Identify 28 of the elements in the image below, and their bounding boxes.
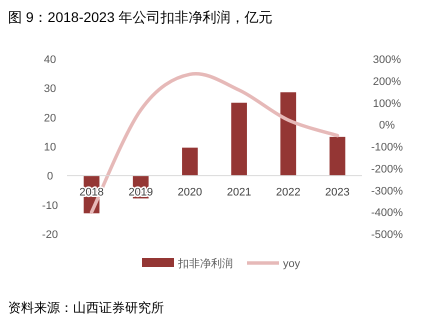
chart-title: 图 9：2018-2023 年公司扣非净利润，亿元 <box>8 9 273 25</box>
legend-label: 扣非净利润 <box>177 257 233 270</box>
y-tick-label: 30 <box>44 83 56 96</box>
x-tick-label: 2020 <box>178 186 202 199</box>
y2-tick-label: 200% <box>372 76 402 88</box>
x-tick-label: 2022 <box>276 186 300 199</box>
y-tick-label: 0 <box>46 170 54 183</box>
y2-tick-label: -200% <box>371 163 404 176</box>
x-tick-label: 2021 <box>226 186 252 199</box>
text: 资料来源：山西证券研究所 <box>8 300 164 315</box>
bar <box>280 92 296 176</box>
y-tick-label: 20 <box>44 112 56 124</box>
y2-tick-label: -400% <box>371 207 404 220</box>
y2-tick-label: -300% <box>371 185 404 198</box>
y-tick-label: 40 <box>44 54 56 66</box>
y2-tick-label: 100% <box>372 98 402 110</box>
y2-tick-label: -100% <box>371 142 404 154</box>
legend-label: yoy <box>283 258 301 270</box>
bar <box>231 102 247 176</box>
y-tick-label: -20 <box>42 229 58 241</box>
y2-tick-label: 0% <box>379 120 396 132</box>
x-tick-label: 2023 <box>325 186 350 199</box>
bar <box>330 136 346 176</box>
bar <box>182 148 198 176</box>
y2-tick-label: -500% <box>371 229 404 241</box>
y-tick-label: -10 <box>42 200 58 212</box>
y2-tick-label: 300% <box>372 54 402 66</box>
y-tick-label: 10 <box>44 142 56 154</box>
